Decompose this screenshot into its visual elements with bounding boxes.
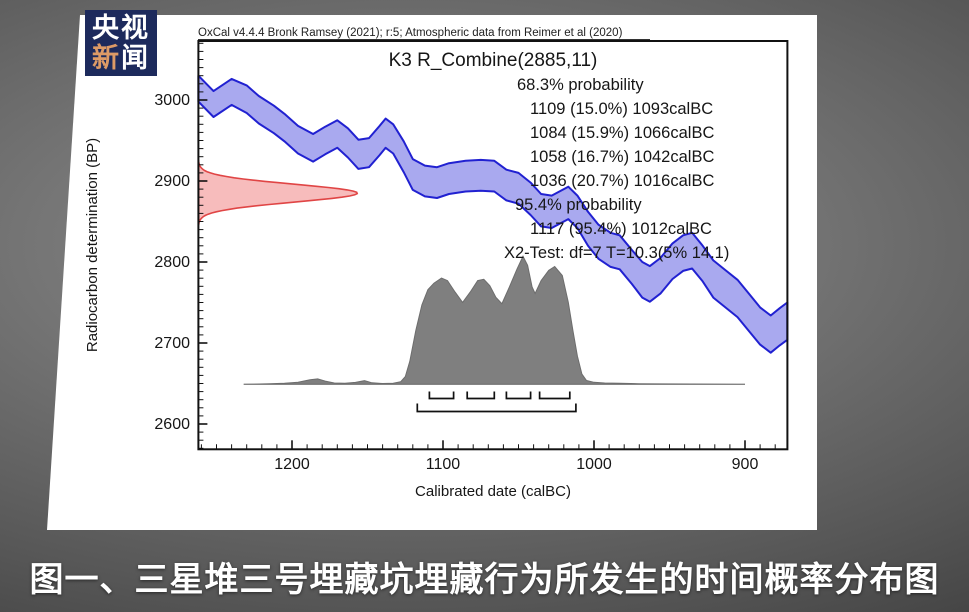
stat-line-range-2: 1084 (15.9%) 1066calBC (530, 124, 714, 142)
logo-char-wen: 闻 (121, 43, 150, 73)
logo-char-xin: 新 (92, 43, 121, 73)
y-tick-label-3000: 3000 (154, 92, 190, 109)
logo-line-2: 新闻 (92, 43, 150, 73)
stat-line-range-3: 1058 (16.7%) 1042calBC (530, 148, 714, 166)
y-axis-label: Radiocarbon determination (BP) (84, 138, 101, 352)
range-68.3-bracket-1 (428, 391, 455, 400)
radiocarbon-date-distribution-layer (197, 160, 359, 226)
y-tick-label-2900: 2900 (154, 173, 190, 190)
x-tick-label-900: 900 (732, 456, 759, 473)
stat-line-68-header: 68.3% probability (517, 76, 644, 94)
cctv-news-logo: 央视 新闻 (85, 10, 157, 76)
stat-line-95-header: 95.4% probability (515, 196, 642, 214)
range-68.3-bracket-4 (538, 391, 571, 400)
chart-paper (47, 15, 817, 530)
y-tick-label-2600: 2600 (154, 416, 190, 433)
stat-line-range-4: 1036 (20.7%) 1016calBC (530, 172, 714, 190)
x-tick-label-1000: 1000 (576, 456, 612, 473)
oxcal-version-text: OxCal v4.4.4 Bronk Ramsey (2021); r:5; A… (198, 27, 623, 39)
radiocarbon-date-distribution (197, 160, 359, 226)
x-axis-label: Calibrated date (calBC) (415, 483, 571, 500)
stat-line-x2-test: X2-Test: df=7 T=10.3(5% 14.1) (504, 244, 729, 262)
x-tick-label-1100: 1100 (426, 456, 461, 473)
chart-title: K3 R_Combine(2885,11) (389, 50, 598, 71)
y-tick-label-2700: 2700 (154, 335, 190, 352)
stat-line-range-1: 1109 (15.0%) 1093calBC (530, 100, 713, 118)
range-95.4-bracket (416, 403, 577, 413)
figure-caption: 图一、三星堆三号埋藏坑埋藏行为所发生的时间概率分布图 (29, 561, 940, 599)
plot-frame (197, 40, 789, 451)
probability-range-brackets-layer (416, 391, 577, 413)
x-tick-label-1200: 1200 (274, 456, 310, 473)
stat-line-range-95: 1117 (95.4%) 1012calBC (530, 220, 712, 238)
y-tick-label-2800: 2800 (154, 254, 190, 271)
range-68.3-bracket-3 (505, 391, 532, 400)
logo-line-1: 央视 (92, 13, 150, 43)
calibrated-distribution-layer (243, 255, 746, 385)
calibrated-probability-distribution (243, 255, 746, 385)
range-68.3-bracket-2 (466, 391, 496, 400)
